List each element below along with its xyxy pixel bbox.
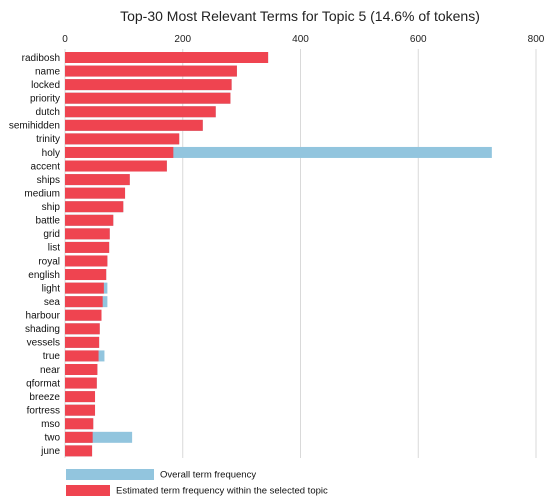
- bar-estimated-near: [65, 363, 98, 375]
- term-label: june: [40, 446, 60, 457]
- term-label: true: [43, 351, 61, 362]
- x-tick-label: 400: [292, 34, 309, 45]
- bar-estimated-battle: [65, 214, 114, 226]
- term-label: locked: [31, 80, 60, 91]
- x-axis-ticks: 0 200 400 600 800: [62, 34, 545, 45]
- term-label: vessels: [27, 338, 60, 349]
- bar-estimated-harbour: [65, 309, 102, 321]
- term-label: trinity: [36, 134, 60, 145]
- x-tick-label: 0: [62, 34, 68, 45]
- bar-estimated-dutch: [65, 106, 216, 118]
- bar-estimated-june: [65, 445, 93, 457]
- bar-estimated-two: [65, 431, 93, 443]
- term-label: dutch: [36, 107, 60, 118]
- term-label: mso: [41, 419, 60, 430]
- chart-title: Top-30 Most Relevant Terms for Topic 5 (…: [120, 8, 480, 24]
- term-label: harbour: [26, 311, 61, 322]
- bar-estimated-true: [65, 350, 99, 362]
- bar-estimated-name: [65, 65, 237, 77]
- term-label: shading: [25, 324, 60, 335]
- term-label: breeze: [29, 392, 60, 403]
- term-label: grid: [43, 229, 60, 240]
- legend-label-overall: Overall term frequency: [160, 470, 256, 481]
- term-label: fortress: [27, 405, 60, 416]
- bar-estimated-ships: [65, 174, 130, 186]
- bar-estimated-mso: [65, 418, 94, 430]
- legend-label-estimated: Estimated term frequency within the sele…: [116, 486, 328, 497]
- term-label: sea: [44, 297, 61, 308]
- bar-estimated-vessels: [65, 336, 100, 348]
- term-label: qformat: [26, 378, 60, 389]
- x-tick-label: 600: [410, 34, 427, 45]
- bar-estimated-radibosh: [65, 52, 269, 63]
- bar-overall-holy: [65, 146, 492, 158]
- term-label: ships: [37, 175, 60, 186]
- bars: [65, 52, 492, 457]
- bar-overall-two: [65, 431, 133, 443]
- term-label: radibosh: [22, 53, 60, 64]
- term-label: name: [35, 66, 60, 77]
- term-label: list: [48, 243, 60, 254]
- bar-estimated-medium: [65, 187, 126, 199]
- bar-estimated-semihidden: [65, 119, 203, 131]
- legend: Overall term frequency Estimated term fr…: [66, 469, 328, 497]
- x-tick-label: 800: [528, 34, 545, 45]
- bar-estimated-english: [65, 269, 107, 281]
- legend-swatch-overall: [66, 469, 154, 480]
- term-label: english: [28, 270, 60, 281]
- term-label: light: [42, 283, 61, 294]
- bar-estimated-sea: [65, 296, 103, 308]
- term-label: medium: [24, 188, 60, 199]
- term-label: battle: [36, 216, 61, 227]
- term-label: priority: [30, 93, 60, 104]
- term-label: royal: [38, 256, 60, 267]
- term-label: near: [40, 365, 61, 376]
- bar-estimated-accent: [65, 160, 167, 172]
- bar-estimated-grid: [65, 228, 110, 240]
- bar-estimated-trinity: [65, 133, 180, 145]
- bar-estimated-royal: [65, 255, 108, 267]
- term-label: accent: [31, 161, 61, 172]
- bar-estimated-shading: [65, 323, 100, 335]
- term-label: holy: [42, 148, 60, 159]
- bar-estimated-light: [65, 282, 104, 294]
- bar-estimated-breeze: [65, 391, 96, 403]
- bar-estimated-ship: [65, 201, 124, 213]
- bar-estimated-holy: [65, 146, 174, 158]
- bar-estimated-priority: [65, 92, 231, 104]
- bar-estimated-fortress: [65, 404, 96, 416]
- term-label: semihidden: [9, 121, 60, 132]
- term-label: two: [44, 433, 60, 444]
- term-labels: radibosh name locked priority dutch semihidde…: [9, 53, 61, 457]
- bar-estimated-qformat: [65, 377, 97, 389]
- bar-estimated-list: [65, 241, 110, 253]
- x-tick-label: 200: [174, 34, 191, 45]
- legend-swatch-estimated: [66, 485, 110, 496]
- bar-estimated-locked: [65, 79, 232, 91]
- term-label: ship: [42, 202, 61, 213]
